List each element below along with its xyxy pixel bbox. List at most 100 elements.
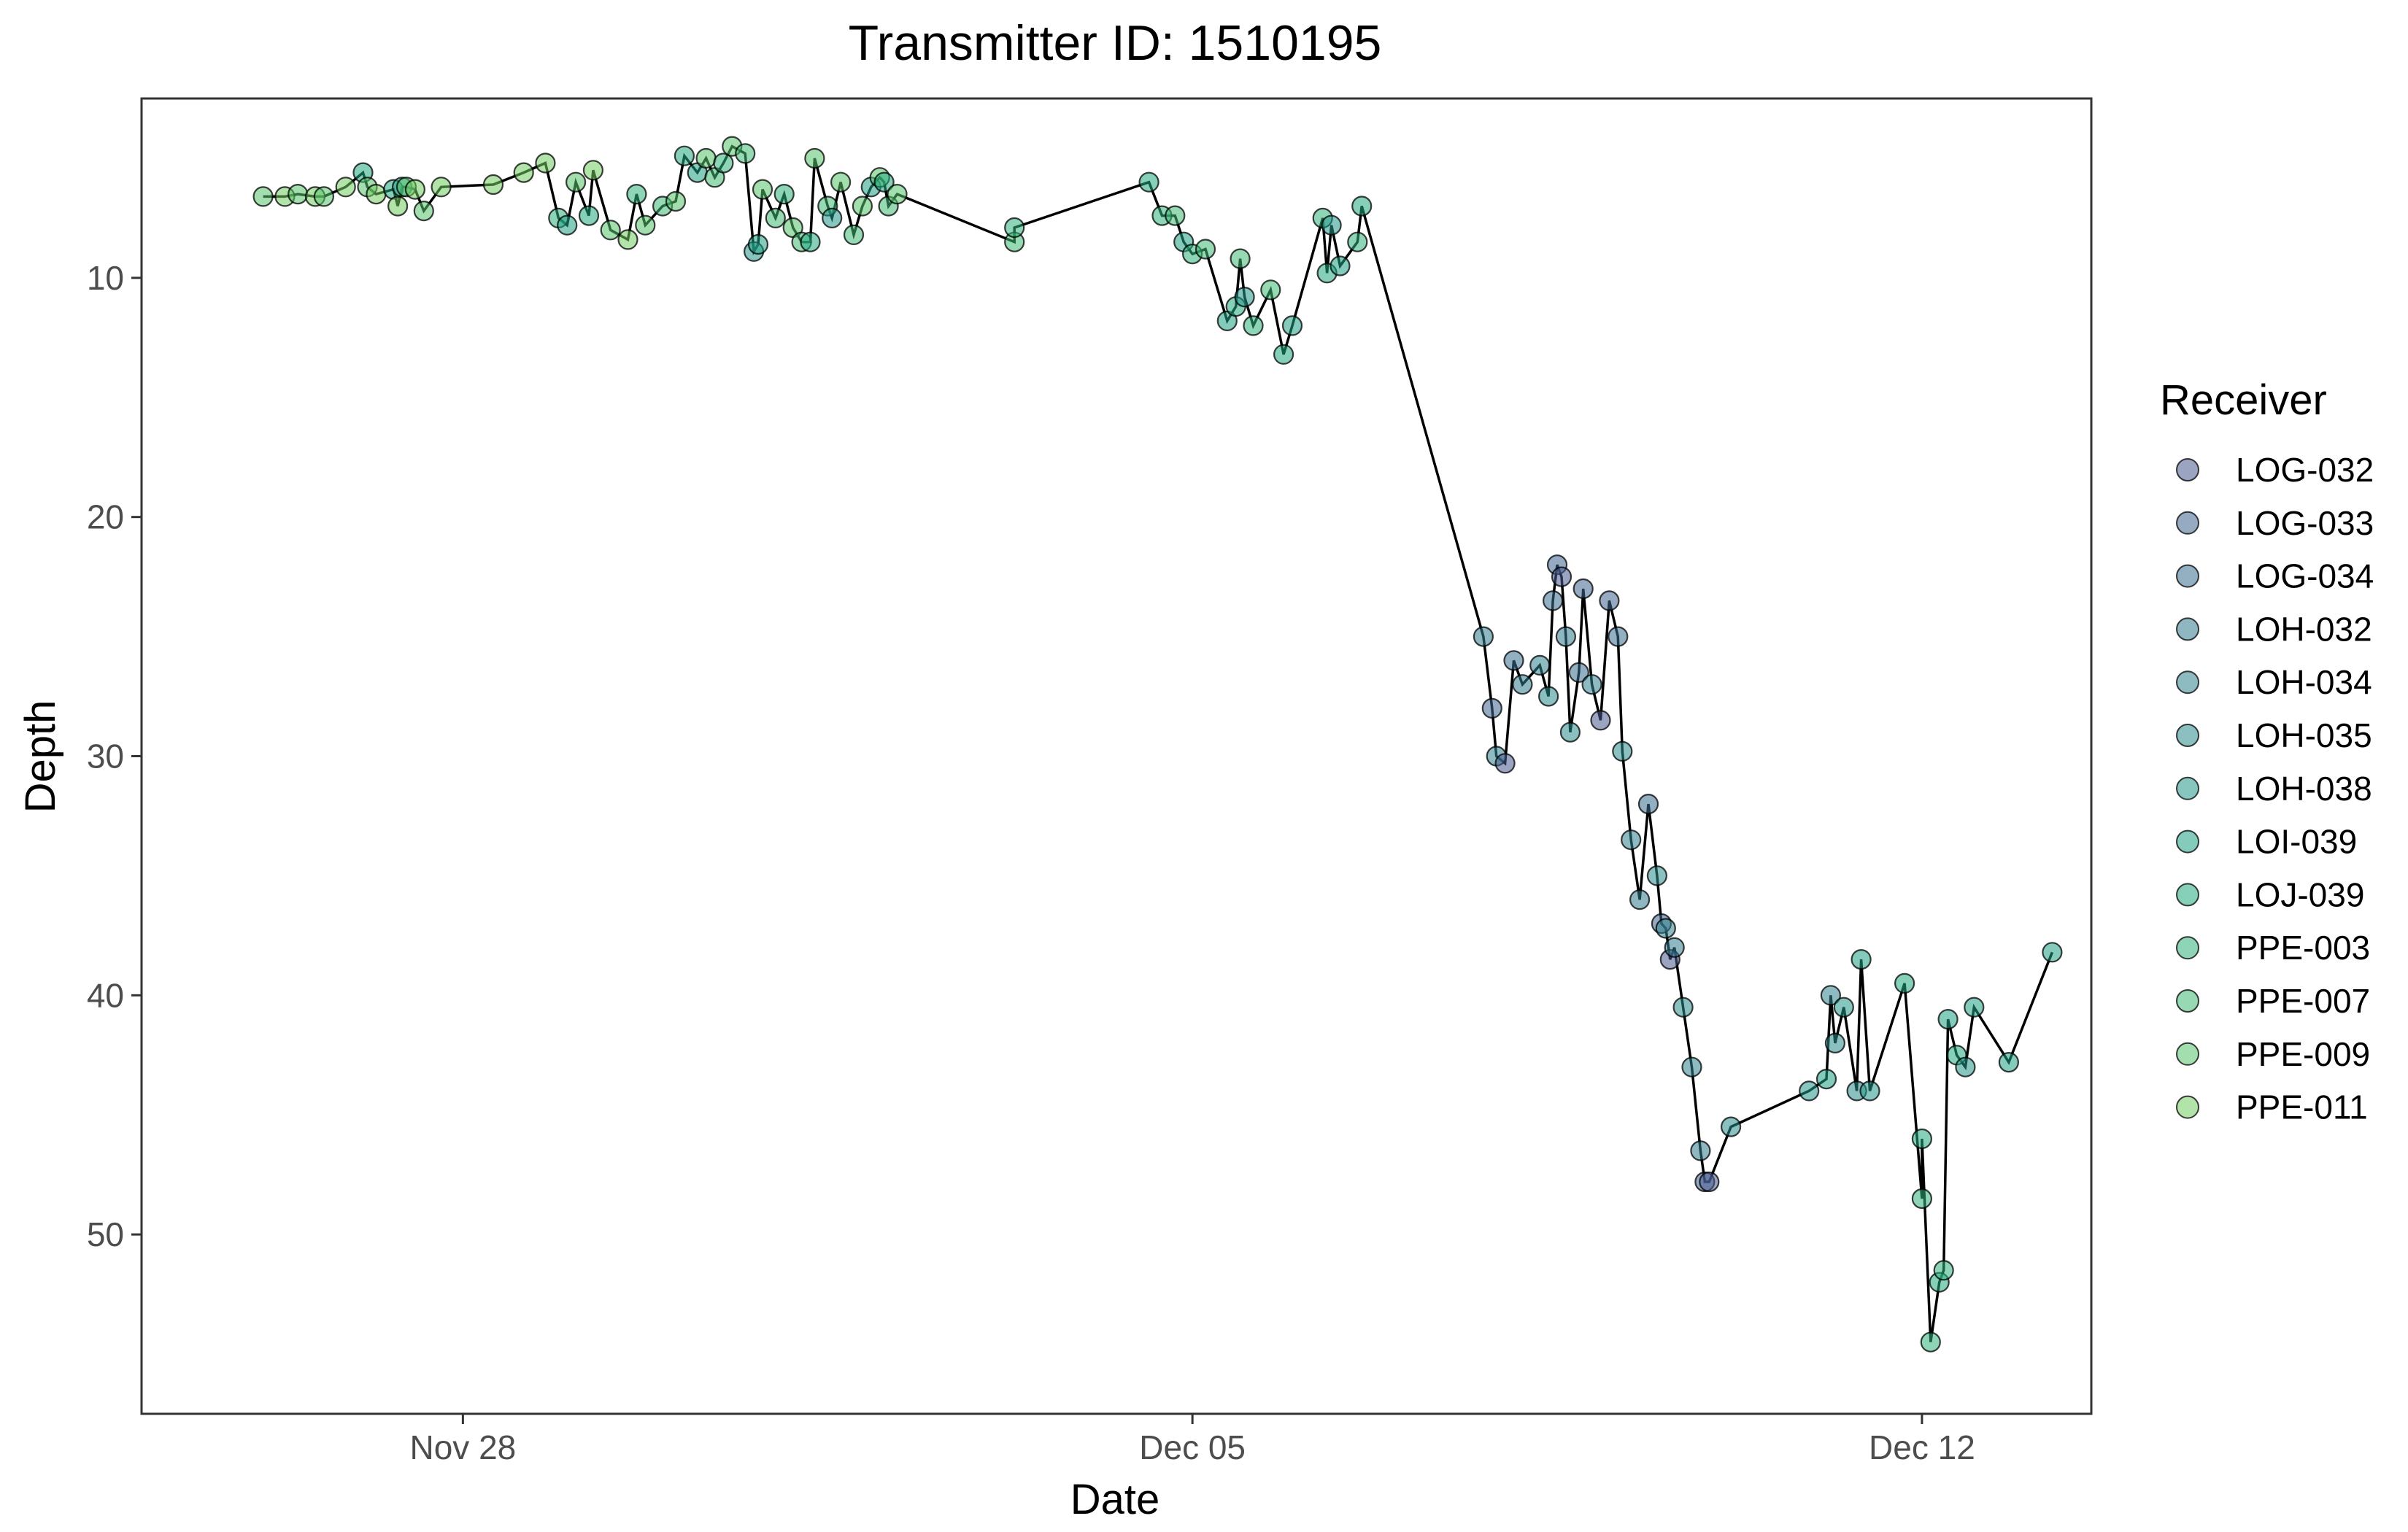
point-loh-038 xyxy=(1321,214,1342,236)
legend-label: LOH-038 xyxy=(2236,770,2372,808)
legend-key-log-032 xyxy=(2176,458,2199,481)
x-tick-label: Dec 12 xyxy=(1869,1428,1975,1466)
point-loi-039 xyxy=(1998,1051,2019,1073)
point-loj-039 xyxy=(1138,171,1159,193)
legend-label: LOI-039 xyxy=(2236,823,2357,861)
y-axis: 10 20 30 40 50 xyxy=(87,259,142,1253)
point-loj-039 xyxy=(1894,972,1915,994)
point-loi-039 xyxy=(1937,1008,1959,1030)
point-ppe-011 xyxy=(535,152,556,174)
point-ppe-011 xyxy=(366,184,387,205)
y-tick-label: 10 xyxy=(87,259,124,297)
point-log-032 xyxy=(1494,753,1516,774)
point-ppe-009 xyxy=(852,196,873,217)
plot-panel xyxy=(140,97,2093,1415)
point-log-034 xyxy=(1503,650,1524,671)
point-log-034 xyxy=(1568,662,1589,683)
legend-key-ppe-009 xyxy=(2176,1042,2199,1066)
legend-label: LOG-034 xyxy=(2236,557,2374,595)
point-ppe-009 xyxy=(600,220,621,241)
point-loh-034 xyxy=(1621,829,1642,851)
legend-key-loh-035 xyxy=(2176,724,2199,747)
point-loi-039 xyxy=(1281,315,1303,336)
legend-key-log-033 xyxy=(2176,511,2199,535)
point-loj-039 xyxy=(1273,344,1294,365)
point-log-034 xyxy=(1543,590,1564,611)
legend-key-loi-039 xyxy=(2176,829,2199,854)
legend-label: PPE-009 xyxy=(2236,1035,2370,1073)
point-loi-039 xyxy=(1851,948,1872,970)
point-loh-038 xyxy=(1859,1080,1880,1102)
legend-key-loj-039 xyxy=(2176,883,2199,907)
legend-label: LOH-032 xyxy=(2236,610,2372,648)
point-loh-038 xyxy=(1833,997,1854,1018)
point-loh-034 xyxy=(1581,674,1602,695)
point-loj-039 xyxy=(1351,196,1373,217)
point-loj-039 xyxy=(578,205,600,226)
point-loh-035 xyxy=(1538,686,1559,707)
point-ppe-007 xyxy=(1195,239,1216,260)
point-ppe-011 xyxy=(387,196,409,217)
point-loh-032 xyxy=(1690,1140,1711,1161)
point-loh-035 xyxy=(1559,721,1581,743)
point-loj-039 xyxy=(674,145,695,166)
point-loi-039 xyxy=(2042,942,2063,963)
point-ppe-009 xyxy=(830,171,852,193)
point-ppe-009 xyxy=(665,190,687,212)
legend-label: PPE-007 xyxy=(2236,982,2370,1020)
x-tick-label: Nov 28 xyxy=(409,1428,516,1466)
point-loh-038 xyxy=(1234,287,1255,308)
point-loi-039 xyxy=(1330,255,1351,276)
point-ppe-003 xyxy=(626,184,647,205)
point-loh-035 xyxy=(1721,1116,1742,1137)
point-ppe-011 xyxy=(404,179,426,200)
point-loj-039 xyxy=(800,231,821,252)
point-log-033 xyxy=(1572,578,1594,600)
point-loi-039 xyxy=(557,214,578,236)
legend-label: LOG-032 xyxy=(2236,451,2374,489)
point-loh-038 xyxy=(1799,1080,1820,1102)
legend-key-ppe-011 xyxy=(2176,1095,2199,1119)
point-loh-034 xyxy=(1529,654,1551,676)
point-log-032 xyxy=(1699,1171,1720,1193)
legend-key-ppe-003 xyxy=(2176,936,2199,960)
legend-key-loh-034 xyxy=(2176,670,2199,695)
legend-label: LOH-035 xyxy=(2236,716,2372,754)
point-ppe-003 xyxy=(1004,217,1025,239)
legend-label: LOH-034 xyxy=(2236,663,2372,701)
point-ppe-009 xyxy=(313,186,334,207)
point-ppe-007 xyxy=(1165,205,1186,226)
point-loh-035 xyxy=(1646,865,1667,886)
point-ppe-009 xyxy=(752,179,773,200)
point-loh-034 xyxy=(1681,1056,1702,1078)
y-tick-label: 40 xyxy=(87,976,124,1014)
x-tick-label: Dec 05 xyxy=(1139,1428,1246,1466)
point-log-034 xyxy=(1608,626,1629,647)
point-ppe-003 xyxy=(1920,1331,1941,1353)
x-axis: Nov 28 Dec 05 Dec 12 xyxy=(409,1414,1975,1466)
point-loh-035 xyxy=(1672,997,1694,1018)
legend-key-loh-038 xyxy=(2176,776,2199,800)
point-ppe-011 xyxy=(582,160,604,181)
point-ppe-011 xyxy=(482,174,504,196)
legend-label: PPE-003 xyxy=(2236,929,2370,967)
point-loh-032 xyxy=(1473,626,1494,647)
point-ppe-007 xyxy=(1230,248,1251,269)
y-tick-label: 50 xyxy=(87,1215,124,1253)
point-log-033 xyxy=(1599,590,1620,611)
point-loh-035 xyxy=(1824,1032,1845,1054)
point-ppe-003 xyxy=(1911,1188,1932,1210)
point-ppe-003 xyxy=(713,152,734,174)
point-ppe-003 xyxy=(773,184,795,205)
point-ppe-011 xyxy=(513,162,534,183)
point-loj-039 xyxy=(873,171,895,193)
point-log-032 xyxy=(1551,566,1572,587)
y-tick-label: 20 xyxy=(87,498,124,536)
legend-label: LOG-033 xyxy=(2236,504,2374,542)
point-ppe-003 xyxy=(1347,231,1368,252)
legend: Receiver LOG-032 LOG-033 LOG-034 LOH-032 LOH… xyxy=(2160,376,2374,1126)
point-loh-032 xyxy=(1512,674,1533,695)
point-ppe-007 xyxy=(843,224,865,245)
point-ppe-011 xyxy=(617,229,638,250)
